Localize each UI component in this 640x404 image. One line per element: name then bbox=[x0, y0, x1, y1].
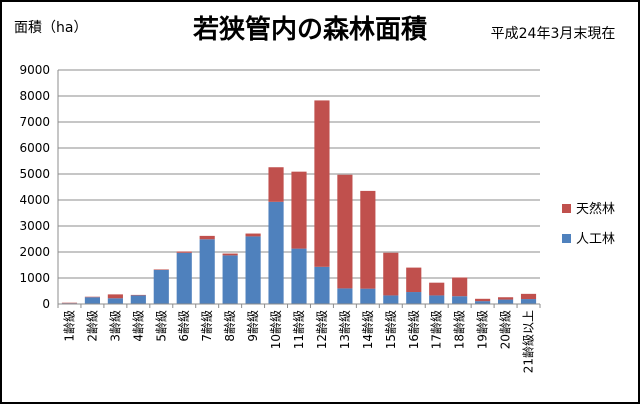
bar-natural-1 bbox=[61, 302, 78, 304]
bar-natural-10 bbox=[268, 167, 284, 202]
legend-label-natural: 天然林 bbox=[576, 201, 615, 217]
bar-natural-14 bbox=[360, 190, 376, 289]
y-tick-label: 4000 bbox=[19, 193, 50, 207]
bar-natural-11 bbox=[291, 171, 307, 249]
x-tick-label: 7齢級 bbox=[199, 310, 214, 342]
y-tick-label: 2000 bbox=[19, 245, 50, 259]
bar-planted-9 bbox=[245, 236, 261, 304]
bar-natural-16 bbox=[406, 267, 422, 293]
y-tick-label: 7000 bbox=[19, 115, 50, 129]
bar-planted-2 bbox=[84, 297, 101, 304]
x-tick-label: 10齢級 bbox=[268, 310, 283, 349]
legend-swatch-natural bbox=[562, 204, 571, 213]
bar-natural-17 bbox=[429, 282, 445, 296]
x-tick-label: 4齢級 bbox=[130, 310, 145, 342]
bar-natural-4 bbox=[130, 294, 146, 296]
x-tick-label: 16齢級 bbox=[406, 310, 421, 349]
y-axis-ticks: 0 1000 2000 3000 4000 5000 6000 7000 8000 9000 bbox=[19, 63, 50, 311]
bar-planted-11 bbox=[291, 248, 307, 304]
x-tick-label: 15齢級 bbox=[383, 310, 398, 349]
bar-planted-20 bbox=[497, 299, 514, 304]
bar-natural-2 bbox=[84, 296, 101, 298]
x-tick-label: 18齢級 bbox=[452, 310, 467, 349]
bar-natural-9 bbox=[245, 233, 261, 237]
chart-title: 若狭管内の森林面積 bbox=[193, 15, 427, 45]
x-tick-label: 8齢級 bbox=[222, 310, 237, 342]
x-tick-label: 20齢級 bbox=[498, 310, 513, 349]
x-tick-label: 9齢級 bbox=[245, 310, 260, 342]
bar-planted-17 bbox=[429, 295, 445, 304]
bar-planted-7 bbox=[199, 239, 215, 304]
bar-natural-21 bbox=[520, 293, 537, 300]
bar-natural-3 bbox=[107, 294, 123, 299]
y-tick-label: 6000 bbox=[19, 141, 50, 155]
y-tick-label: 8000 bbox=[19, 89, 50, 103]
bar-planted-14 bbox=[360, 288, 376, 304]
bar-natural-7 bbox=[199, 235, 215, 240]
x-tick-label: 17齢級 bbox=[429, 310, 444, 349]
y-axis-unit-label: 面積（ha） bbox=[14, 20, 87, 36]
bar-planted-21 bbox=[520, 299, 537, 304]
bar-planted-3 bbox=[107, 298, 123, 304]
bar-natural-18 bbox=[452, 277, 468, 297]
bar-planted-8 bbox=[222, 255, 238, 304]
legend-label-planted: 人工林 bbox=[576, 232, 615, 247]
x-axis-ticks: 1齢級 2齢級 3齢級 4齢級 5齢級 6齢級 7齢級 8齢級 9齢級 10齢級 11齢級 12齢級 1… bbox=[57, 304, 541, 373]
bar-planted-4 bbox=[130, 295, 146, 304]
bar-planted-16 bbox=[406, 292, 422, 304]
bar-planted-13 bbox=[337, 288, 353, 304]
x-tick-label: 13齢級 bbox=[337, 310, 352, 349]
bars bbox=[61, 100, 537, 304]
bar-natural-15 bbox=[383, 252, 399, 296]
bar-natural-12 bbox=[314, 100, 330, 267]
x-tick-label: 11齢級 bbox=[291, 310, 306, 349]
chart-subtitle: 平成24年3月末現在 bbox=[491, 26, 616, 42]
y-tick-label: 1000 bbox=[19, 271, 50, 285]
x-tick-label: 3齢級 bbox=[107, 310, 122, 342]
x-tick-label: 21齢級以上 bbox=[521, 310, 536, 373]
bar-natural-20 bbox=[497, 297, 514, 300]
x-tick-label: 12齢級 bbox=[314, 310, 329, 349]
x-tick-label: 5齢級 bbox=[153, 310, 168, 342]
legend-swatch-planted bbox=[562, 234, 571, 243]
bar-natural-13 bbox=[337, 174, 353, 289]
y-tick-label: 9000 bbox=[19, 63, 50, 77]
y-tick-label: 0 bbox=[42, 297, 50, 311]
y-tick-label: 5000 bbox=[19, 167, 50, 181]
bar-planted-18 bbox=[452, 296, 468, 304]
bar-planted-5 bbox=[153, 269, 169, 304]
bar-planted-6 bbox=[176, 252, 192, 304]
x-tick-label: 2齢級 bbox=[84, 310, 99, 342]
y-tick-label: 3000 bbox=[19, 219, 50, 233]
bar-natural-19 bbox=[475, 298, 491, 302]
bar-natural-5 bbox=[153, 269, 169, 270]
bar-planted-19 bbox=[475, 301, 491, 304]
bar-planted-12 bbox=[314, 266, 330, 304]
bar-planted-15 bbox=[383, 295, 399, 304]
bar-planted-10 bbox=[268, 201, 284, 304]
bar-natural-8 bbox=[222, 253, 238, 256]
bar-natural-6 bbox=[176, 251, 192, 253]
x-tick-label: 1齢級 bbox=[61, 310, 76, 342]
x-tick-label: 19齢級 bbox=[475, 310, 490, 349]
x-tick-label: 6齢級 bbox=[176, 310, 191, 342]
x-tick-label: 14齢級 bbox=[360, 310, 375, 349]
axes bbox=[57, 70, 540, 305]
